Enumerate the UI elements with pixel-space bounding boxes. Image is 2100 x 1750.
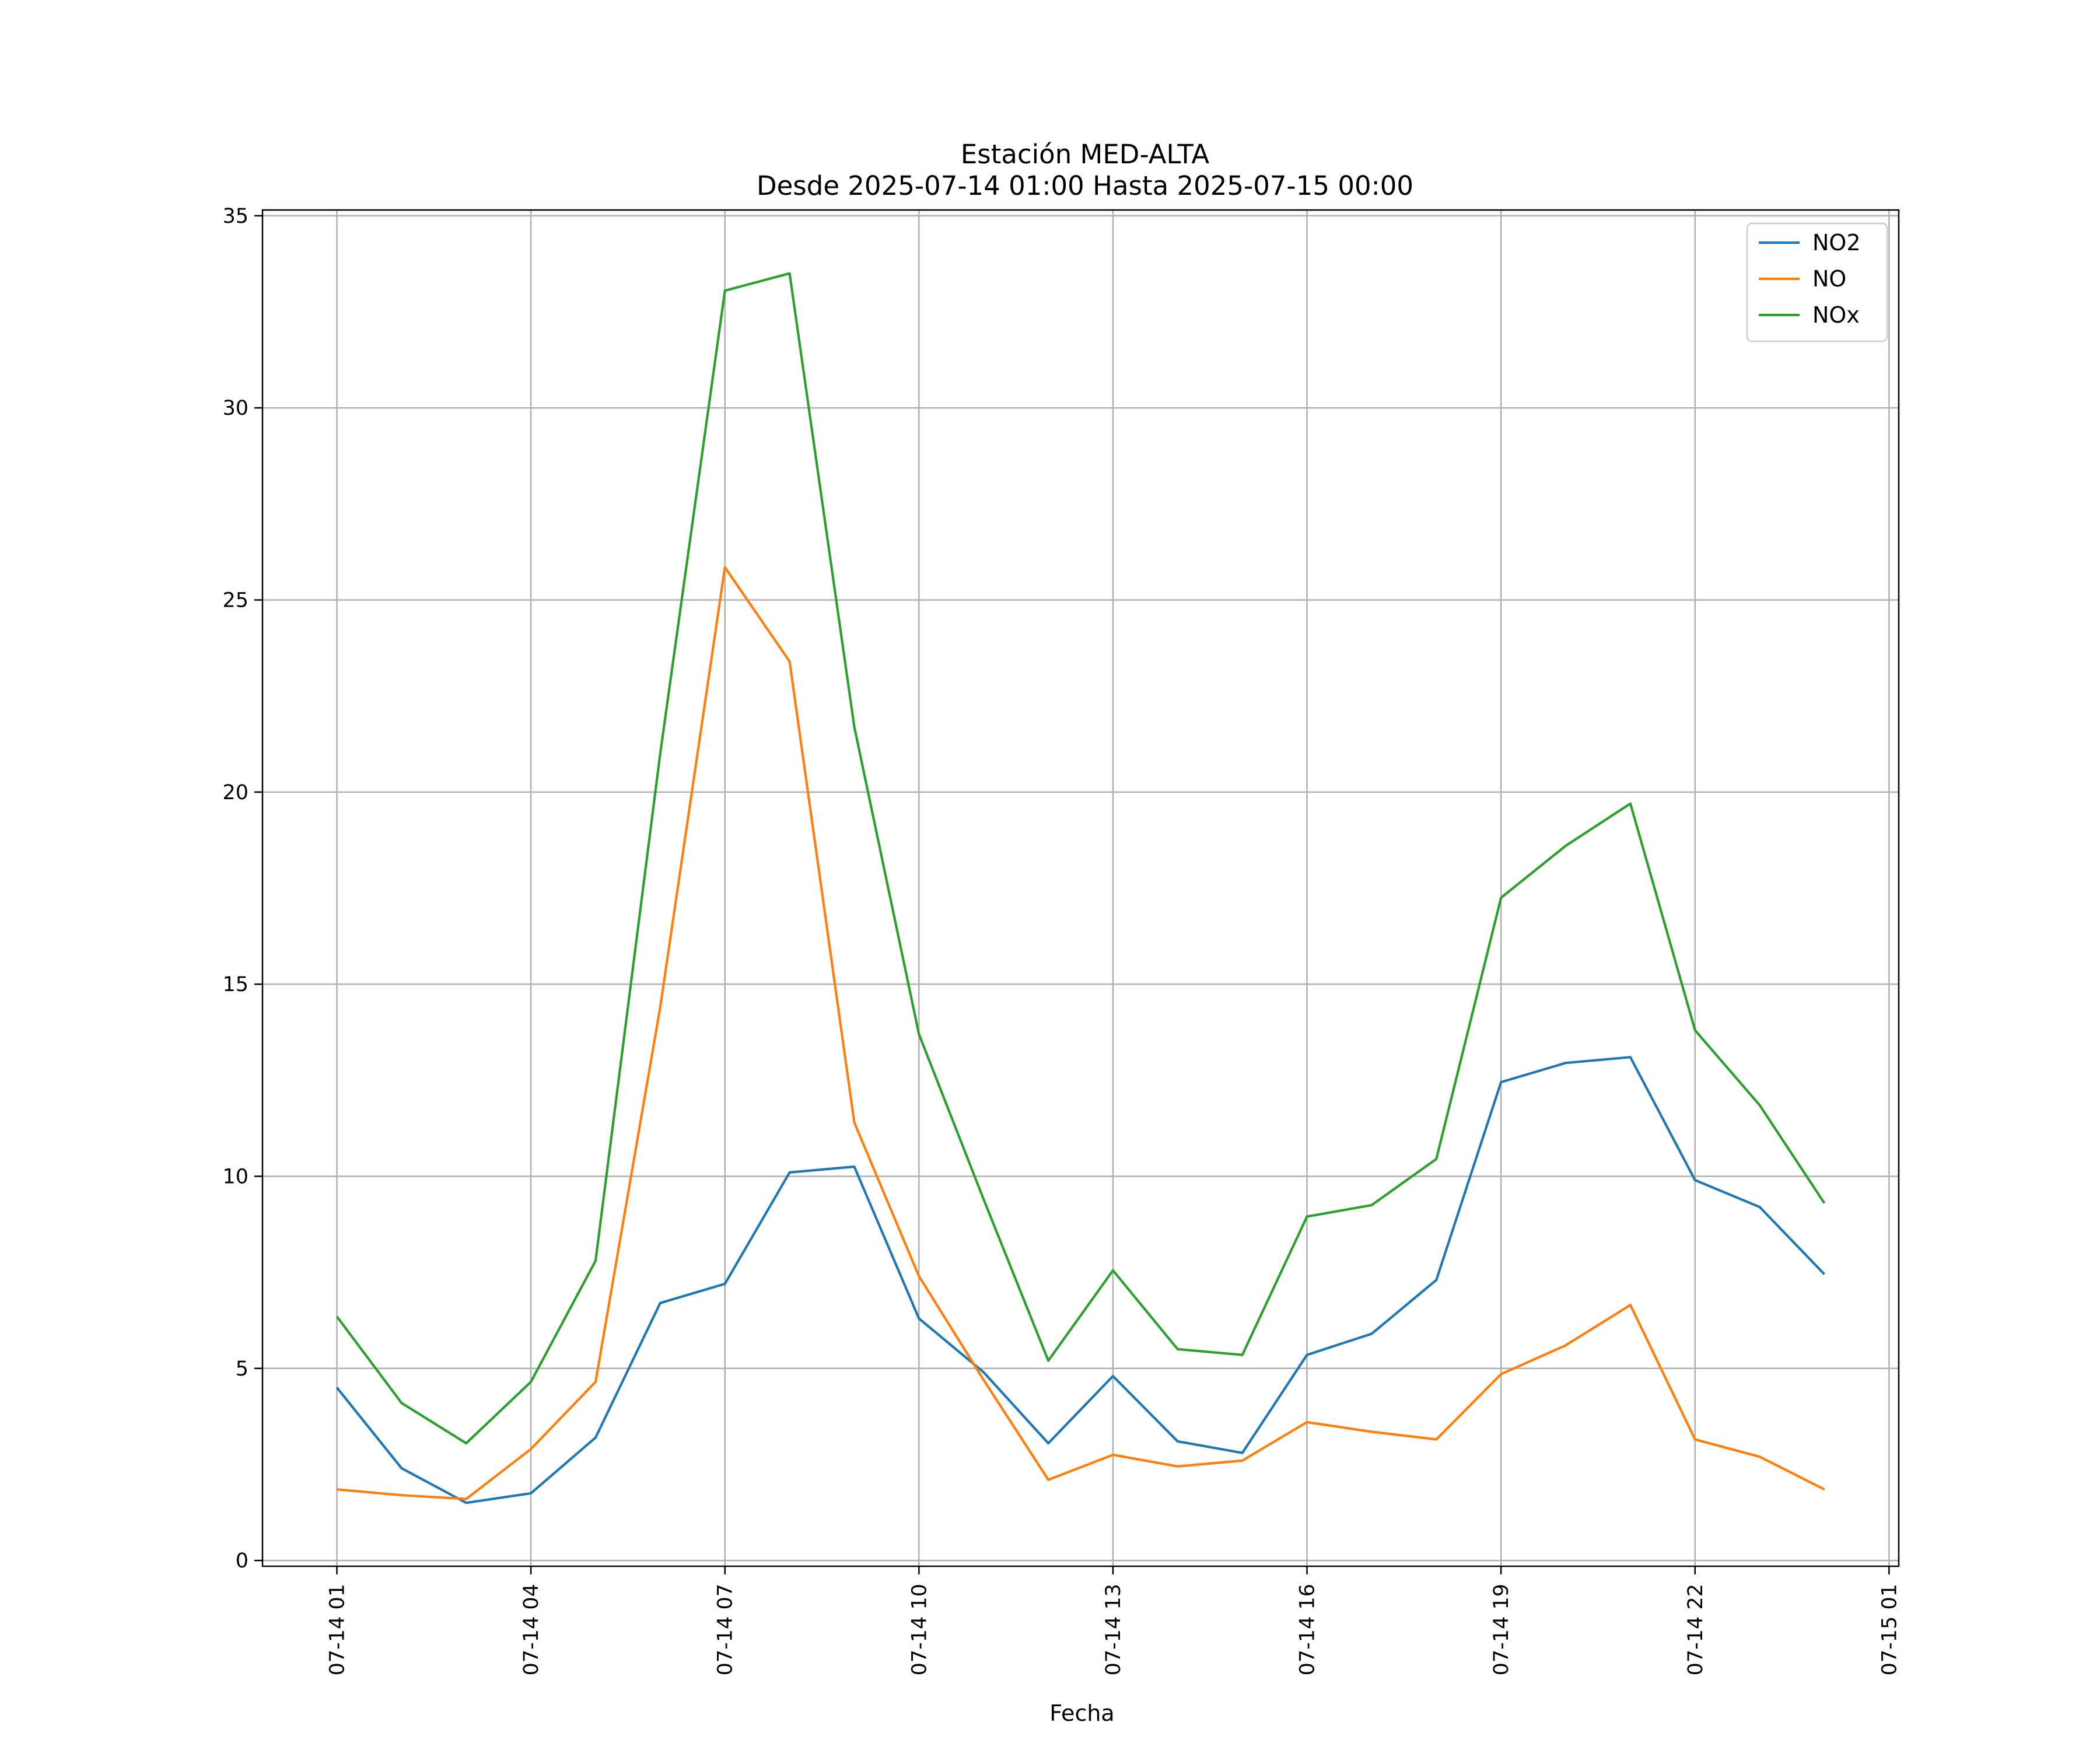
- legend-label: NOx: [1812, 302, 1860, 328]
- x-tick-label: 07-15 01: [1878, 1584, 1901, 1675]
- legend-label: NO2: [1812, 230, 1861, 256]
- x-tick-label: 07-14 04: [520, 1584, 543, 1675]
- x-tick-label: 07-14 19: [1490, 1584, 1513, 1675]
- y-tick-label: 25: [222, 589, 249, 612]
- y-axis: 0 5 10 15 20 25 30 35: [222, 205, 262, 1573]
- y-tick-label: 20: [222, 781, 249, 804]
- x-tick-label: 07-14 01: [326, 1584, 349, 1675]
- chart-title: Estación MED-ALTA: [961, 139, 1210, 170]
- x-tick-label: 07-14 07: [714, 1584, 737, 1675]
- series-line-no: [337, 566, 1825, 1500]
- y-tick-label: 15: [222, 973, 249, 996]
- grid: [262, 210, 1899, 1566]
- legend-label: NO: [1812, 266, 1846, 292]
- x-tick-label: 07-14 22: [1684, 1584, 1707, 1675]
- y-tick-label: 0: [236, 1549, 249, 1573]
- y-tick-label: 10: [222, 1165, 249, 1188]
- series-layer: [335, 272, 1826, 1504]
- plot-frame: [261, 209, 1900, 1567]
- legend-box: [1746, 222, 1888, 342]
- y-tick-label: 30: [222, 397, 249, 420]
- legend: NO2 NO NOx: [1746, 222, 1888, 342]
- series-line-nox: [335, 272, 1826, 1445]
- chart-subtitle: Desde 2025-07-14 01:00 Hasta 2025-07-15 …: [757, 170, 1413, 201]
- x-axis-label: Fecha: [1049, 1700, 1114, 1726]
- x-axis: 07-14 01 07-14 04 07-14 07 07-14 10 07-14 13…: [326, 1566, 1901, 1675]
- x-tick-label: 07-14 10: [908, 1584, 931, 1675]
- x-tick-label: 07-14 13: [1102, 1584, 1125, 1675]
- series-line-no2: [335, 1056, 1826, 1504]
- y-tick-label: 35: [222, 205, 249, 228]
- y-tick-label: 5: [236, 1357, 249, 1381]
- x-tick-label: 07-14 16: [1296, 1584, 1320, 1675]
